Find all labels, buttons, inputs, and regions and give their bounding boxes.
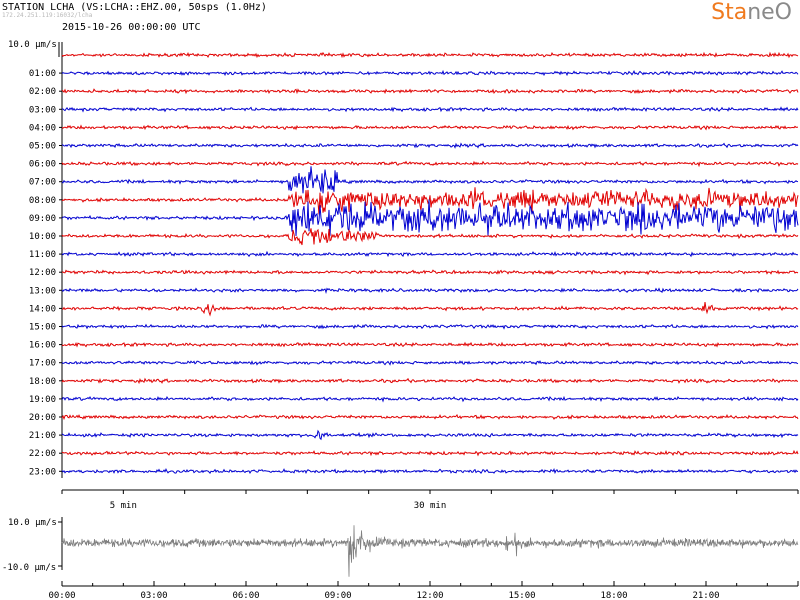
- helicorder-panel: 10.0 µm/s 01:00 02:00 03:00 04:00 05:00 06:00 0…: [8, 40, 799, 511]
- date-title: 2015-10-26 00:00:00 UTC: [62, 22, 201, 33]
- scale-label: 10.0 µm/s: [8, 40, 57, 50]
- row-label-0900: 09:00: [29, 214, 56, 224]
- trace-0400: [61, 124, 799, 131]
- trace-1300: [61, 287, 799, 294]
- summary-ylabel-bottom: -10.0 µm/s: [2, 563, 56, 573]
- row-label-0600: 06:00: [29, 160, 56, 170]
- row-label-1500: 15:00: [29, 323, 56, 333]
- trace-0900: [61, 199, 799, 237]
- row-label-0700: 07:00: [29, 178, 56, 188]
- station-address: 172.24.251.119:16032/lcha: [2, 12, 93, 19]
- row-label-1600: 16:00: [29, 341, 56, 351]
- summary-trace: [61, 525, 799, 577]
- logo-part-1: Sta: [711, 0, 748, 25]
- hour-label-0300: 03:00: [140, 591, 167, 600]
- row-label-2200: 22:00: [29, 449, 56, 459]
- trace-2200: [61, 449, 799, 457]
- hour-label-0900: 09:00: [324, 591, 351, 600]
- trace-0100: [61, 69, 799, 77]
- hour-label-0600: 06:00: [232, 591, 259, 600]
- trace-0700: [61, 166, 799, 194]
- row-label-1800: 18:00: [29, 377, 56, 387]
- row-label-0800: 08:00: [29, 196, 56, 206]
- row-label-1100: 11:00: [29, 250, 56, 260]
- row-label-0400: 04:00: [29, 123, 56, 133]
- row-label-2000: 20:00: [29, 413, 56, 423]
- row-label-1700: 17:00: [29, 359, 56, 369]
- trace-1600: [61, 341, 799, 348]
- station-title: STATION LCHA (VS:LCHA::EHZ.00, 50sps (1.…: [2, 2, 267, 13]
- hour-label-1500: 15:00: [508, 591, 535, 600]
- row-label-1300: 13:00: [29, 286, 56, 296]
- trace-2100: [61, 429, 799, 441]
- logo-part-2: neO: [747, 0, 792, 25]
- trace-1900: [61, 395, 799, 403]
- trace-1800: [61, 377, 798, 385]
- summary-panel: 10.0 µm/s -10.0 µm/s 00:00 03:00 06:00 09:00 1…: [2, 517, 799, 600]
- row-label-1000: 10:00: [29, 232, 56, 242]
- row-label-0200: 02:00: [29, 87, 56, 97]
- minute-label: 30 min: [414, 501, 447, 511]
- trace-0300: [61, 106, 799, 113]
- row-label-0500: 05:00: [29, 142, 56, 152]
- hour-label-1200: 12:00: [416, 591, 443, 600]
- trace-1200: [61, 269, 799, 276]
- staneo-logo: StaneO: [711, 0, 792, 25]
- row-label-1200: 12:00: [29, 268, 56, 278]
- row-label-0300: 03:00: [29, 105, 56, 115]
- trace-1500: [61, 323, 799, 330]
- trace-2300: [61, 467, 799, 475]
- trace-0600: [61, 160, 799, 168]
- hour-label-0000: 00:00: [48, 591, 75, 600]
- trace-1000: [61, 228, 799, 246]
- trace-0200: [61, 88, 799, 95]
- row-label-2300: 23:00: [29, 467, 56, 477]
- hour-label-1800: 18:00: [600, 591, 627, 600]
- trace-2000: [61, 414, 799, 421]
- row-label-1900: 19:00: [29, 395, 56, 405]
- summary-ylabel-top: 10.0 µm/s: [8, 518, 57, 528]
- trace-0500: [61, 142, 799, 149]
- trace-0800: [61, 187, 799, 215]
- row-label-2100: 21:00: [29, 431, 56, 441]
- trace-1700: [61, 359, 799, 366]
- trace-1400: [61, 302, 799, 317]
- minute-label: 5 min: [110, 501, 137, 511]
- hour-label-2100: 21:00: [692, 591, 719, 600]
- row-label-0100: 01:00: [29, 69, 56, 79]
- trace-0000: [61, 51, 799, 59]
- trace-1100: [61, 250, 798, 258]
- row-label-1400: 14:00: [29, 304, 56, 314]
